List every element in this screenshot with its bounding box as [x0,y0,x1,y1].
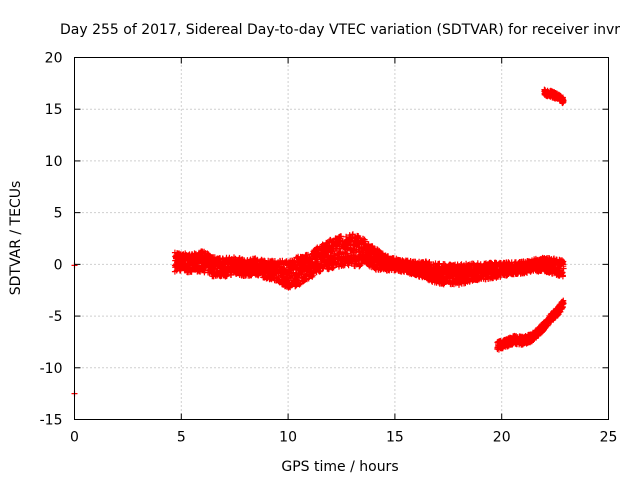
y-tick-label: 15 [45,102,63,118]
axis-ticks: 0 5 10 15 20 25 -15 -10 -5 0 5 10 15 20 [40,51,618,446]
data-markers [494,297,567,353]
y-tick-label: 5 [54,206,63,222]
y-tick-label: 10 [45,154,63,170]
data-markers [541,86,567,107]
x-tick-label: 20 [493,430,511,446]
series-upper-arc [541,86,567,107]
x-tick-label: 0 [70,430,79,446]
x-tick-label: 15 [386,430,404,446]
plot-frame [74,57,609,420]
y-tick-label: 0 [54,257,63,273]
data-markers [171,231,567,291]
y-tick-label: -10 [40,361,63,377]
x-tick-label: 25 [600,430,618,446]
data-points [71,86,567,397]
y-tick-label: -15 [40,413,63,429]
x-tick-label: 10 [279,430,297,446]
y-axis-label: SDTVAR / TECUs [8,181,24,296]
y-tick-label: -5 [49,309,63,325]
x-axis-label: GPS time / hours [281,459,398,475]
series-main-band [171,231,567,291]
y-tick-label: 20 [45,51,63,67]
x-tick-label: 5 [177,430,186,446]
chart-title: Day 255 of 2017, Sidereal Day-to-day VTE… [60,22,620,38]
series-lower-arc [494,297,567,353]
